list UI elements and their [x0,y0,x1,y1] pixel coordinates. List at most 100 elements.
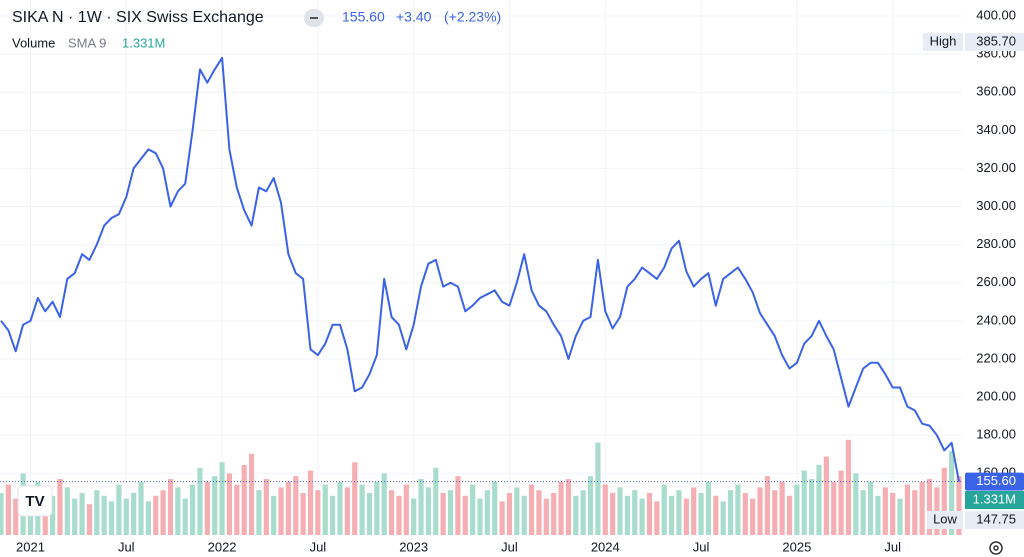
volume-bar [57,479,63,535]
y-tick-label: 240.00 [976,312,1016,327]
volume-bar [720,501,726,535]
volume-bar [941,467,947,535]
volume-bar [875,495,881,535]
volume-bar [727,490,734,535]
sma-label: SMA 9 [68,35,106,50]
volume-bar [116,484,122,535]
volume-bar [167,479,174,535]
volume-bar [565,479,572,535]
settings-button[interactable] [989,541,1003,555]
chart-title: SIKA N · 1W · SIX Swiss Exchange [12,9,264,26]
volume-bar [639,498,645,535]
y-tick-label: 400.00 [976,7,1016,22]
volume-bar [64,487,70,535]
volume-bar [190,484,196,535]
volume-bar [912,490,918,535]
volume-bar [388,490,395,535]
volume-bar [764,476,770,535]
y-tick-label: 180.00 [976,427,1016,442]
volume-bar [86,504,93,535]
volume-bar [307,470,314,535]
volume-bar [757,487,763,535]
plot: 2021 Jul 2022 Jul 2023 Jul 2024 Jul 2025 Jul [0,56,962,554]
last-price-tag-text: 155.60 [976,473,1016,488]
x-tick-label: 2023 [399,539,428,554]
volume-bar [293,476,299,535]
x-tick-label: 2024 [591,539,620,554]
volume-bar [226,473,233,535]
volume-bar [882,487,888,535]
volume-bar [551,493,557,535]
volume-bar [285,481,291,535]
volume-bar [101,495,107,535]
volume-bar [13,498,19,535]
x-tick-label: 2022 [208,539,237,554]
svg-text:TV: TV [25,493,44,510]
volume-bar [234,484,240,535]
volume-bar [617,487,623,535]
volume-bar [705,481,712,535]
volume-bar [94,490,100,535]
volume-bar [831,481,837,535]
volume-bar [0,493,4,535]
grid [0,0,962,538]
sma-value: 1.331M [122,35,165,50]
volume-bar [447,490,454,535]
volume-bar [573,495,579,535]
volume-bar [241,465,247,535]
volume-bar [853,473,859,535]
volume-bar [219,462,225,535]
volume-bar [529,484,535,535]
volume-bar [322,484,328,535]
volume-bar [646,493,653,535]
price-change: +3.40 [396,9,432,25]
volume-bar [455,476,461,535]
low-label: Low [933,511,957,526]
price-change-percent: (+2.23%) [444,9,501,25]
volume-tag [965,491,1024,509]
volume-bar [50,495,56,535]
volume-bar [411,498,417,535]
volume-bar [381,473,387,535]
last-price: 155.60 [342,9,385,25]
volume-bar [182,498,188,535]
volume-bar [654,501,660,535]
volume-bar [5,484,11,535]
volume-bar [676,490,682,535]
low-value: 147.75 [976,511,1016,526]
volume-bar [160,490,166,535]
volume-bar [794,484,800,535]
volume-bar [558,481,564,535]
volume-bar [131,493,137,535]
volume-bar [153,495,159,535]
x-tick-label: Jul [118,539,135,554]
x-tick-label: Jul [693,539,710,554]
volume-bar [344,487,350,535]
y-tick-label: 200.00 [976,388,1016,403]
volume-bar [823,456,829,535]
low-value-tag [965,511,1024,529]
y-tick-label: 260.00 [976,274,1016,289]
volume-bar [580,490,586,535]
volume-bar [477,498,483,535]
volume-bar [926,479,933,535]
x-tick-label: 2021 [16,539,45,554]
volume-bar [138,481,144,535]
volume-bar [904,484,910,535]
volume-bar [484,490,490,535]
volume-bar [543,498,549,535]
low-tag [927,511,963,529]
volume-label: Volume [12,35,55,50]
volume-bar [536,490,542,535]
volume-bar [624,495,630,535]
x-tick-label: Jul [501,539,518,554]
volume-bar [691,487,697,535]
volume-bar [838,470,844,535]
x-tick-label: Jul [884,539,901,554]
y-tick-label: 360.00 [976,84,1016,99]
volume-bar [366,493,373,535]
volume-bar [786,495,793,535]
y-tick-label: 220.00 [976,350,1016,365]
logo: TV [17,485,53,517]
volume-bar [42,501,48,535]
